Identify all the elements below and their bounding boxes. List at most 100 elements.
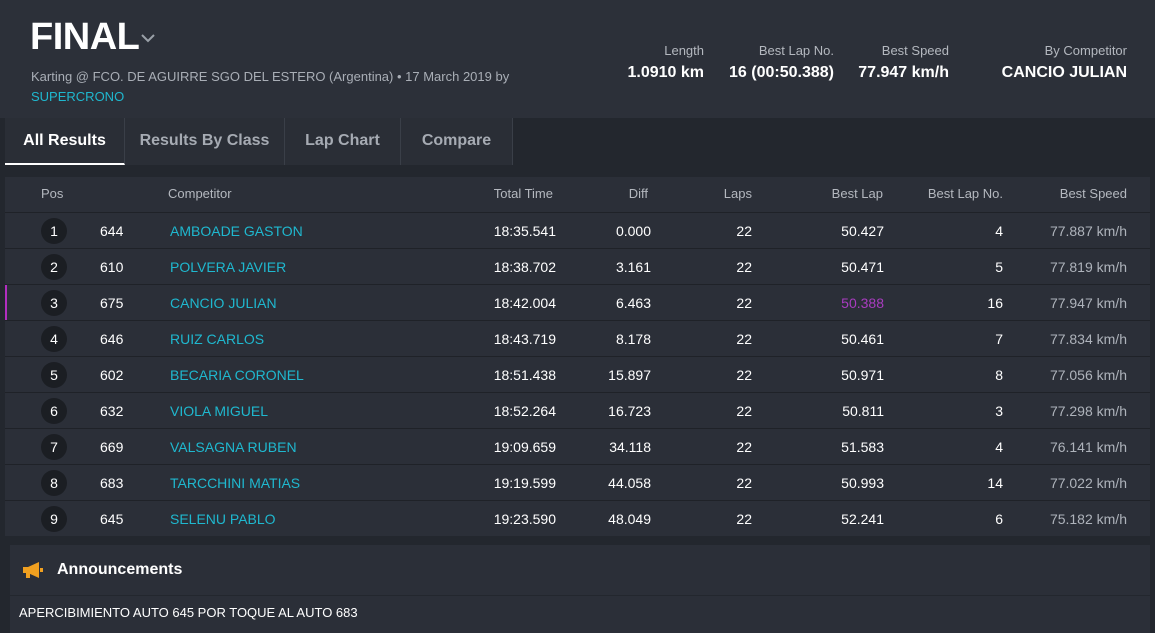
best-lap: 51.583 xyxy=(841,439,884,455)
best-speed: 77.834 km/h xyxy=(1049,331,1127,347)
total-time: 18:38.702 xyxy=(493,259,556,275)
result-row[interactable]: 6 632 VIOLA MIGUEL 18:52.264 16.723 22 50.811 3… xyxy=(5,392,1150,428)
best-speed: 77.887 km/h xyxy=(1049,223,1127,239)
stat-label: By Competitor xyxy=(1044,43,1127,58)
best-lap-no: 14 xyxy=(987,475,1003,491)
kart-number: 675 xyxy=(100,295,124,311)
kart-number: 644 xyxy=(100,223,124,239)
laps: 22 xyxy=(736,511,752,527)
total-time: 18:51.438 xyxy=(493,367,556,383)
kart-number: 646 xyxy=(100,331,124,347)
result-row[interactable]: 8 683 TARCCHINI MATIAS 19:19.599 44.058 22 50.… xyxy=(5,464,1150,500)
total-time: 18:42.004 xyxy=(493,295,556,311)
best-lap: 50.811 xyxy=(842,403,884,419)
best-lap-no: 5 xyxy=(995,259,1003,275)
competitor-link[interactable]: VALSAGNA RUBEN xyxy=(170,439,297,455)
stat-label: Length xyxy=(664,43,704,58)
subtitle: Karting @ FCO. DE AGUIRRE SGO DEL ESTERO… xyxy=(31,69,510,84)
competitor-link[interactable]: BECARIA CORONEL xyxy=(170,367,304,383)
total-time: 18:52.264 xyxy=(493,403,556,419)
result-row[interactable]: 7 669 VALSAGNA RUBEN 19:09.659 34.118 22 51.58… xyxy=(5,428,1150,464)
tab[interactable]: Lap Chart xyxy=(285,118,401,165)
competitor-link[interactable]: POLVERA JAVIER xyxy=(170,259,287,275)
competitor-link[interactable]: AMBOADE GASTON xyxy=(170,223,303,239)
competitor-link[interactable]: VIOLA MIGUEL xyxy=(170,403,269,419)
laps: 22 xyxy=(736,295,752,311)
best-lap: 50.971 xyxy=(841,367,884,383)
position: 2 xyxy=(41,254,67,280)
total-time: 19:09.659 xyxy=(493,439,556,455)
result-row[interactable]: 2 610 POLVERA JAVIER 18:38.702 3.161 22 50.471… xyxy=(5,248,1150,284)
kart-number: 610 xyxy=(100,259,124,275)
position: 6 xyxy=(41,398,67,424)
stat-value: 1.0910 km xyxy=(627,64,704,81)
result-row[interactable]: 9 645 SELENU PABLO 19:23.590 48.049 22 52.241 6… xyxy=(5,500,1150,536)
tab[interactable]: All Results xyxy=(5,118,125,165)
kart-number: 683 xyxy=(100,475,124,491)
position: 1 xyxy=(41,218,67,244)
title: FINAL xyxy=(30,16,140,58)
position: 3 xyxy=(41,290,67,316)
diff: 44.058 xyxy=(608,475,651,491)
results-table: Pos Competitor Total Time Diff Laps Best Lap B… xyxy=(5,177,1150,536)
kart-number: 645 xyxy=(100,511,124,527)
best-lap-no: 3 xyxy=(995,403,1003,419)
position: 9 xyxy=(41,506,67,532)
position: 4 xyxy=(41,326,67,352)
best-lap-no: 7 xyxy=(995,331,1003,347)
diff: 15.897 xyxy=(608,367,651,383)
best-speed: 77.056 km/h xyxy=(1049,367,1127,383)
total-time: 18:35.541 xyxy=(493,223,556,239)
announcement: APERCIBIMIENTO AUTO 645 POR TOQUE AL AUT… xyxy=(19,605,358,620)
position: 5 xyxy=(41,362,67,388)
organizer-link[interactable]: SUPERCRONO xyxy=(31,89,125,104)
competitor-link[interactable]: SELENU PABLO xyxy=(170,511,276,527)
laps: 22 xyxy=(736,439,752,455)
diff: 16.723 xyxy=(608,403,651,419)
column-header: Diff xyxy=(628,186,648,201)
laps: 22 xyxy=(736,331,752,347)
best-lap: 52.241 xyxy=(841,511,884,527)
laps: 22 xyxy=(736,223,752,239)
column-header: Best Lap No. xyxy=(927,186,1003,201)
result-row[interactable]: 3 675 CANCIO JULIAN 18:42.004 6.463 22 50.388 1… xyxy=(5,284,1150,320)
stat-value: 77.947 km/h xyxy=(858,64,949,81)
best-speed: 77.022 km/h xyxy=(1049,475,1127,491)
best-speed: 75.182 km/h xyxy=(1049,511,1127,527)
best-lap-no: 6 xyxy=(995,511,1003,527)
announcements: Announcements APERCIBIMIENTO AUTO 645 PO… xyxy=(10,545,1150,633)
best-lap: 50.993 xyxy=(841,475,884,491)
stat-value: 16 (00:50.388) xyxy=(729,64,834,81)
total-time: 19:23.590 xyxy=(493,511,556,527)
header: FINAL Karting @ FCO. DE AGUIRRE SGO DEL … xyxy=(0,0,1155,118)
column-header: Best Lap xyxy=(831,186,883,201)
result-row[interactable]: 1 644 AMBOADE GASTON 18:35.541 0.000 22 50.427… xyxy=(5,212,1150,248)
divider xyxy=(10,595,1150,596)
stat-value: CANCIO JULIAN xyxy=(1001,64,1127,81)
result-row[interactable]: 5 602 BECARIA CORONEL 18:51.438 15.897 22 50.9… xyxy=(5,356,1150,392)
tab[interactable]: Results By Class xyxy=(125,118,285,165)
diff: 48.049 xyxy=(608,511,651,527)
diff: 8.178 xyxy=(615,331,651,347)
total-time: 19:19.599 xyxy=(493,475,556,491)
column-header: Best Speed xyxy=(1059,186,1127,201)
diff: 34.118 xyxy=(609,439,651,455)
position: 8 xyxy=(41,470,67,496)
laps: 22 xyxy=(736,367,752,383)
dropdown-chevron[interactable] xyxy=(140,32,156,44)
megaphone-icon xyxy=(23,562,43,578)
best-lap: 50.388 xyxy=(841,295,884,311)
diff: 6.463 xyxy=(615,295,651,311)
column-header: Total Time xyxy=(493,186,553,201)
result-row[interactable]: 4 646 RUIZ CARLOS 18:43.719 8.178 22 50.461 7 77… xyxy=(5,320,1150,356)
best-lap: 50.427 xyxy=(841,223,884,239)
total-time: 18:43.719 xyxy=(493,331,556,347)
kart-number: 669 xyxy=(100,439,124,455)
best-speed: 77.298 km/h xyxy=(1049,403,1127,419)
competitor-link[interactable]: CANCIO JULIAN xyxy=(170,295,277,311)
competitor-link[interactable]: TARCCHINI MATIAS xyxy=(170,475,301,491)
competitor-link[interactable]: RUIZ CARLOS xyxy=(170,331,265,347)
tab[interactable]: Compare xyxy=(401,118,513,165)
column-header: Competitor xyxy=(168,186,232,201)
